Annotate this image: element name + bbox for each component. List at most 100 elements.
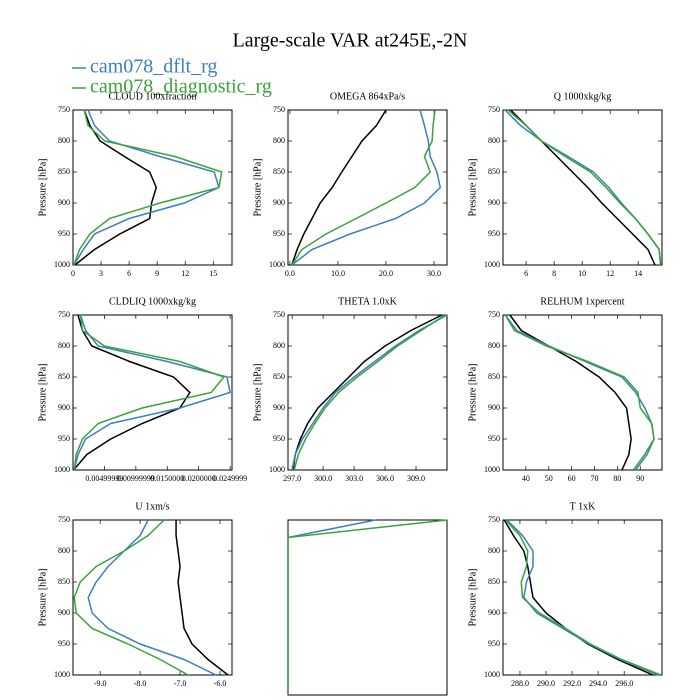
figure-title: Large-scale VAR at245E,-2N <box>233 30 468 52</box>
y-tick-label: 1000 <box>269 260 285 269</box>
x-tick-label: 297.0 <box>283 474 301 483</box>
x-tick-label: 294.0 <box>589 679 607 688</box>
y-tick-label: 800 <box>58 341 70 350</box>
y-axis-label: Pressure [hPa] <box>37 568 48 626</box>
y-tick-label: 900 <box>488 608 500 617</box>
y-tick-label: 1000 <box>54 260 70 269</box>
plot-frame <box>72 109 233 266</box>
x-tick-label: 0.0150000 <box>150 474 184 483</box>
series-line <box>291 314 448 471</box>
x-tick-label: 80 <box>613 474 621 483</box>
plot-frame <box>72 314 233 471</box>
panel-title: U 1xm/s <box>135 501 169 512</box>
series-line <box>287 519 376 695</box>
series-line <box>291 109 387 266</box>
x-tick-label: 12 <box>181 269 189 278</box>
panel: THETA 1.0xK Pressure [hPa] 750 800 850 900 950… <box>252 296 448 483</box>
x-tick-label: 300.0 <box>314 474 332 483</box>
plot-frame <box>502 314 663 471</box>
panel: Q 1000xkg/kg Pressure [hPa] 750 800 850 900 95… <box>467 91 663 278</box>
y-tick-label: 850 <box>488 577 500 586</box>
y-tick-label: 1000 <box>54 670 70 679</box>
x-tick-label: -8.0 <box>134 679 147 688</box>
x-tick-label: 3 <box>99 269 103 278</box>
y-tick-label: 950 <box>58 229 70 238</box>
y-tick-label: 850 <box>58 372 70 381</box>
panel: U 1xm/s Pressure [hPa] 750 800 850 900 950 1000… <box>37 501 233 688</box>
x-tick-label: 0.0 <box>285 269 295 278</box>
y-axis-label: Pressure [hPa] <box>37 158 48 216</box>
x-tick-label: 12 <box>606 269 614 278</box>
x-tick-label: 30.0 <box>427 269 441 278</box>
x-tick-label: 0.00999999 <box>117 474 155 483</box>
panel: OMEGA 864xPa/s Pressure [hPa] 750 800 850 900… <box>252 91 448 278</box>
panel-title: Q 1000xkg/kg <box>554 91 612 102</box>
y-tick-label: 900 <box>273 198 285 207</box>
y-tick-label: 850 <box>273 167 285 176</box>
y-axis-label: Pressure [hPa] <box>37 363 48 421</box>
x-tick-label: -7.0 <box>174 679 187 688</box>
series-line <box>74 109 158 266</box>
series-line <box>291 109 442 266</box>
y-tick-label: 1000 <box>484 465 500 474</box>
series-line <box>503 519 654 676</box>
y-tick-label: 750 <box>273 105 285 114</box>
x-tick-label: 15 <box>209 269 217 278</box>
panel-title: OMEGA 864xPa/s <box>330 91 405 102</box>
y-tick-label: 750 <box>488 105 500 114</box>
y-tick-label: 750 <box>488 310 500 319</box>
y-tick-label: 800 <box>58 136 70 145</box>
x-tick-label: 60 <box>568 474 576 483</box>
x-tick-label: 40 <box>522 474 530 483</box>
panel: T 1xK Pressure [hPa] 750 800 850 900 950 1000 28… <box>467 501 663 688</box>
series-line <box>287 519 448 695</box>
x-tick-label: 0.00499999 <box>85 474 123 483</box>
plot-frame <box>287 314 448 471</box>
y-axis-label: Pressure [hPa] <box>467 568 478 626</box>
x-tick-label: 8 <box>552 269 556 278</box>
y-tick-label: 900 <box>488 403 500 412</box>
y-tick-label: 800 <box>58 546 70 555</box>
plot-frame <box>72 519 233 676</box>
x-tick-label: -6.0 <box>214 679 227 688</box>
panel <box>287 519 448 696</box>
x-tick-label: 292.0 <box>563 679 581 688</box>
y-tick-label: 850 <box>488 167 500 176</box>
y-tick-label: 950 <box>488 229 500 238</box>
panel-title: CLDLIQ 1000xkg/kg <box>109 296 196 307</box>
series-line <box>507 109 662 266</box>
y-axis-label: Pressure [hPa] <box>252 363 263 421</box>
legend-label: cam078_diagnostic_rg <box>90 76 272 98</box>
x-tick-label: 20.0 <box>379 269 393 278</box>
series-line <box>291 109 436 266</box>
x-tick-label: 0.0249999 <box>213 474 247 483</box>
series-line <box>87 519 217 676</box>
y-tick-label: 950 <box>488 639 500 648</box>
series-line <box>506 519 659 676</box>
y-tick-label: 850 <box>488 372 500 381</box>
y-tick-label: 1000 <box>484 260 500 269</box>
series-line <box>73 109 223 266</box>
y-tick-label: 750 <box>488 515 500 524</box>
y-tick-label: 800 <box>488 136 500 145</box>
series-line <box>504 109 662 266</box>
series-line <box>509 314 632 471</box>
panel-title: T 1xK <box>570 501 596 512</box>
plot-frame <box>287 519 448 696</box>
y-tick-label: 750 <box>58 515 70 524</box>
series-line <box>505 519 661 676</box>
x-tick-label: 6 <box>524 269 528 278</box>
y-tick-label: 750 <box>58 105 70 114</box>
y-tick-label: 1000 <box>269 465 285 474</box>
x-tick-label: 0 <box>71 269 75 278</box>
x-tick-label: 288.0 <box>511 679 529 688</box>
y-tick-label: 950 <box>58 639 70 648</box>
x-tick-label: 306.0 <box>376 474 394 483</box>
panel-title: THETA 1.0xK <box>338 296 397 307</box>
series-line <box>73 314 191 471</box>
y-tick-label: 900 <box>488 198 500 207</box>
y-tick-label: 900 <box>58 198 70 207</box>
y-tick-label: 800 <box>488 341 500 350</box>
plot-frame <box>287 109 448 266</box>
